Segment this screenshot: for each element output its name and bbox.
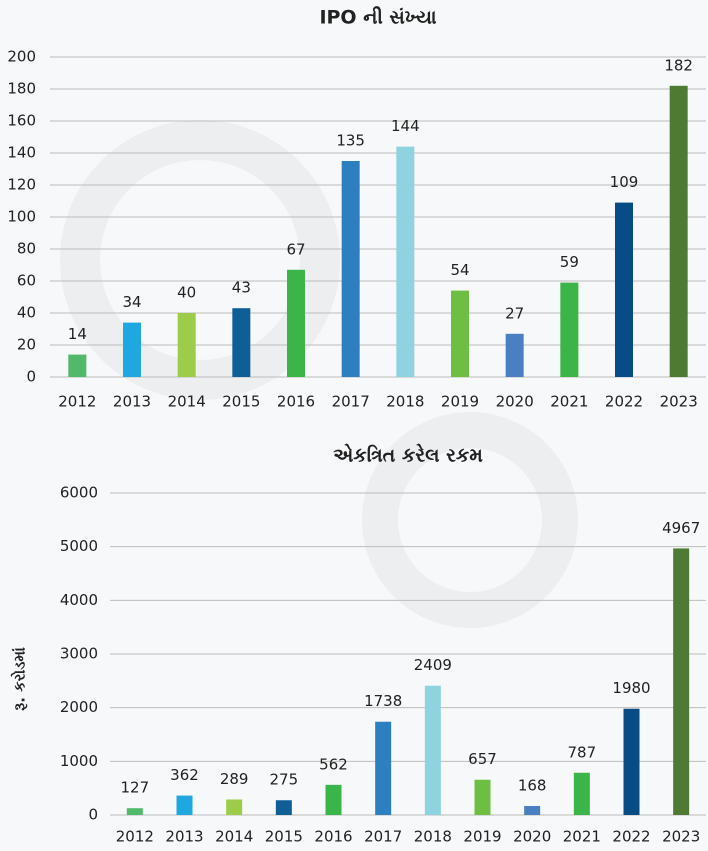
bar	[669, 85, 688, 378]
x-tick-label: 2012	[116, 828, 154, 846]
x-tick-label: 2022	[605, 393, 643, 411]
y-tick-label: 0	[88, 806, 98, 824]
chart-title: એકત્રિત કરેલ રકમ	[333, 443, 483, 466]
bar	[287, 269, 305, 377]
bar	[424, 685, 441, 815]
bar	[375, 721, 392, 815]
data-label: 168	[518, 776, 547, 794]
x-tick-label: 2020	[513, 828, 551, 846]
data-label: 182	[664, 56, 693, 74]
bar	[123, 322, 141, 377]
x-tick-label: 2021	[550, 393, 588, 411]
data-label: 787	[568, 743, 597, 761]
x-tick-label: 2016	[277, 393, 315, 411]
bar	[177, 313, 196, 377]
bar	[451, 290, 469, 377]
y-tick-label: 0	[26, 368, 36, 386]
bar	[232, 308, 251, 377]
bar	[615, 202, 633, 377]
data-label: 67	[286, 240, 305, 258]
bar	[176, 795, 193, 815]
bar	[396, 146, 415, 377]
bar	[226, 799, 243, 815]
data-label: 34	[122, 293, 141, 311]
x-tick-label: 2015	[222, 393, 260, 411]
y-tick-label: 5000	[60, 537, 98, 555]
y-tick-label: 40	[17, 304, 36, 322]
background-gear	[60, 120, 340, 400]
y-tick-label: 140	[7, 144, 36, 162]
x-tick-label: 2019	[463, 828, 501, 846]
y-tick-label: 20	[17, 336, 36, 354]
bar	[560, 282, 579, 377]
x-tick-label: 2023	[660, 393, 698, 411]
data-label: 14	[68, 325, 87, 343]
data-label: 1738	[364, 692, 402, 710]
background-gear	[362, 412, 578, 628]
y-tick-label: 2000	[60, 698, 98, 716]
data-label: 657	[468, 750, 497, 768]
bar	[474, 779, 491, 815]
data-label: 109	[610, 173, 639, 191]
data-label: 1980	[612, 679, 650, 697]
x-tick-label: 2021	[563, 828, 601, 846]
y-tick-label: 1000	[60, 752, 98, 770]
bar	[126, 808, 143, 815]
y-axis-label: રૂ. કરોડમાં	[10, 647, 29, 711]
data-label: 362	[170, 766, 199, 784]
bar	[275, 800, 292, 815]
bar	[505, 333, 524, 377]
data-label: 562	[319, 755, 348, 773]
x-tick-label: 2023	[662, 828, 700, 846]
y-tick-label: 180	[7, 80, 36, 98]
x-tick-label: 2014	[168, 393, 206, 411]
data-label: 2409	[414, 656, 452, 674]
x-tick-label: 2017	[332, 393, 370, 411]
data-label: 289	[220, 770, 249, 788]
x-tick-label: 2015	[265, 828, 303, 846]
y-tick-label: 80	[17, 240, 36, 258]
bar	[341, 161, 360, 377]
y-tick-label: 6000	[60, 484, 98, 502]
chart-title: IPO ની સંખ્યા	[319, 7, 436, 29]
data-label: 40	[177, 284, 196, 302]
bar	[573, 772, 590, 815]
x-tick-label: 2022	[612, 828, 650, 846]
data-label: 275	[270, 771, 299, 789]
y-tick-label: 3000	[60, 645, 98, 663]
x-tick-label: 2013	[113, 393, 151, 411]
x-tick-label: 2018	[386, 393, 424, 411]
bar	[524, 805, 541, 815]
y-tick-label: 4000	[60, 591, 98, 609]
x-tick-label: 2017	[364, 828, 402, 846]
x-tick-label: 2020	[496, 393, 534, 411]
data-label: 59	[560, 253, 579, 271]
y-tick-label: 120	[7, 176, 36, 194]
x-tick-label: 2018	[414, 828, 452, 846]
bar	[673, 548, 690, 815]
bar	[68, 354, 87, 377]
data-label: 27	[505, 304, 524, 322]
x-tick-label: 2019	[441, 393, 479, 411]
y-tick-label: 200	[7, 48, 36, 66]
data-label: 43	[232, 279, 251, 297]
y-tick-label: 100	[7, 208, 36, 226]
data-label: 144	[391, 117, 420, 135]
data-label: 127	[121, 779, 150, 797]
bar	[325, 784, 342, 815]
data-label: 4967	[662, 519, 700, 537]
y-tick-label: 160	[7, 112, 36, 130]
x-tick-label: 2012	[58, 393, 96, 411]
x-tick-label: 2016	[314, 828, 352, 846]
data-label: 135	[336, 132, 365, 150]
y-tick-label: 60	[17, 272, 36, 290]
data-label: 54	[450, 261, 469, 279]
x-tick-label: 2014	[215, 828, 253, 846]
bar	[623, 708, 640, 815]
x-tick-label: 2013	[165, 828, 203, 846]
